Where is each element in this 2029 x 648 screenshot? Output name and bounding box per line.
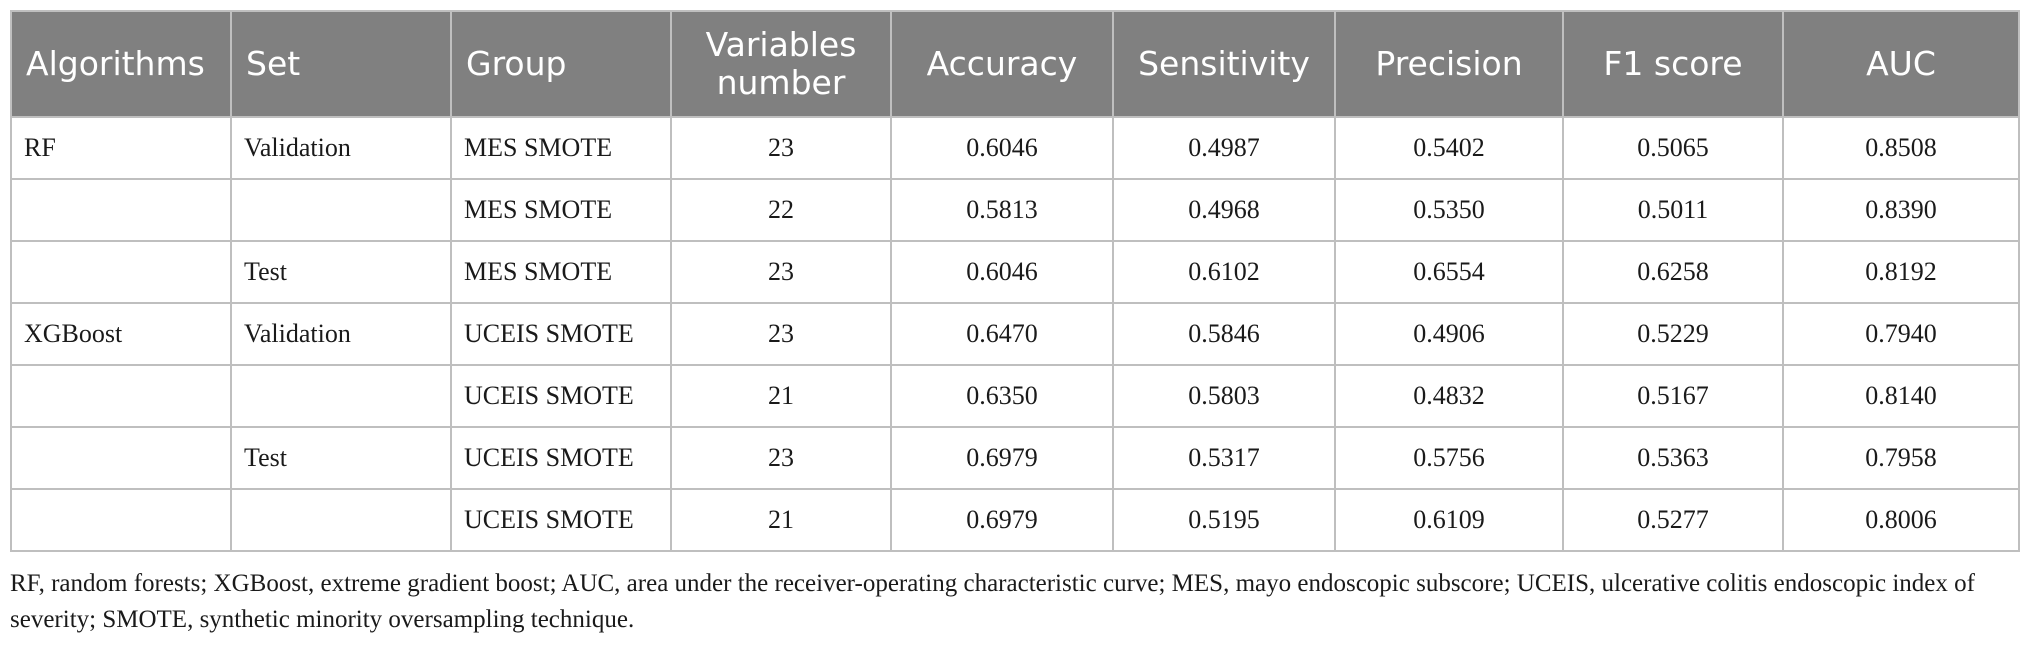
header-f1-score: F1 score xyxy=(1562,10,1784,118)
cell-sensitivity: 0.5195 xyxy=(1112,488,1336,552)
cell-accuracy: 0.6979 xyxy=(890,426,1114,490)
cell-precision: 0.5756 xyxy=(1334,426,1564,490)
cell-variables-number: 21 xyxy=(670,364,892,428)
cell-group: UCEIS SMOTE xyxy=(450,488,672,552)
cell-sensitivity: 0.4968 xyxy=(1112,178,1336,242)
cell-auc: 0.8140 xyxy=(1782,364,2020,428)
header-auc: AUC xyxy=(1782,10,2020,118)
cell-set: Test xyxy=(230,426,452,490)
cell-precision: 0.4832 xyxy=(1334,364,1564,428)
header-variables-number: Variables number xyxy=(670,10,892,118)
cell-f1-score: 0.5277 xyxy=(1562,488,1784,552)
cell-f1-score: 0.5229 xyxy=(1562,302,1784,366)
cell-auc: 0.7940 xyxy=(1782,302,2020,366)
cell-variables-number: 23 xyxy=(670,240,892,304)
table-row: RF Validation MES SMOTE 23 0.6046 0.4987… xyxy=(10,116,2020,180)
cell-set xyxy=(230,364,452,428)
header-group: Group xyxy=(450,10,672,118)
cell-algorithm xyxy=(10,426,232,490)
cell-accuracy: 0.6350 xyxy=(890,364,1114,428)
cell-group: MES SMOTE xyxy=(450,240,672,304)
cell-group: UCEIS SMOTE xyxy=(450,364,672,428)
table-footnote: RF, random forests; XGBoost, extreme gra… xyxy=(10,570,1975,633)
cell-accuracy: 0.6979 xyxy=(890,488,1114,552)
cell-variables-number: 23 xyxy=(670,116,892,180)
cell-accuracy: 0.6470 xyxy=(890,302,1114,366)
header-set: Set xyxy=(230,10,452,118)
header-precision: Precision xyxy=(1334,10,1564,118)
cell-precision: 0.4906 xyxy=(1334,302,1564,366)
cell-auc: 0.8390 xyxy=(1782,178,2020,242)
header-row: Algorithms Set Group Variables number Ac… xyxy=(10,10,2020,118)
cell-f1-score: 0.5167 xyxy=(1562,364,1784,428)
cell-auc: 0.8006 xyxy=(1782,488,2020,552)
cell-precision: 0.5402 xyxy=(1334,116,1564,180)
cell-accuracy: 0.6046 xyxy=(890,240,1114,304)
cell-precision: 0.6109 xyxy=(1334,488,1564,552)
table-row: Test MES SMOTE 23 0.6046 0.6102 0.6554 0… xyxy=(10,240,2020,304)
table-row: XGBoost Validation UCEIS SMOTE 23 0.6470… xyxy=(10,302,2020,366)
cell-group: MES SMOTE xyxy=(450,178,672,242)
table-row: UCEIS SMOTE 21 0.6350 0.5803 0.4832 0.51… xyxy=(10,364,2020,428)
cell-set xyxy=(230,178,452,242)
table-row: UCEIS SMOTE 21 0.6979 0.5195 0.6109 0.52… xyxy=(10,488,2020,552)
cell-accuracy: 0.6046 xyxy=(890,116,1114,180)
cell-group: UCEIS SMOTE xyxy=(450,426,672,490)
results-table: Algorithms Set Group Variables number Ac… xyxy=(10,10,2020,552)
cell-group: UCEIS SMOTE xyxy=(450,302,672,366)
cell-precision: 0.5350 xyxy=(1334,178,1564,242)
cell-variables-number: 21 xyxy=(670,488,892,552)
cell-auc: 0.8192 xyxy=(1782,240,2020,304)
cell-sensitivity: 0.5846 xyxy=(1112,302,1336,366)
cell-algorithm: XGBoost xyxy=(10,302,232,366)
cell-variables-number: 23 xyxy=(670,426,892,490)
cell-algorithm xyxy=(10,488,232,552)
cell-set: Test xyxy=(230,240,452,304)
cell-sensitivity: 0.5317 xyxy=(1112,426,1336,490)
cell-set xyxy=(230,488,452,552)
cell-auc: 0.8508 xyxy=(1782,116,2020,180)
cell-precision: 0.6554 xyxy=(1334,240,1564,304)
cell-auc: 0.7958 xyxy=(1782,426,2020,490)
cell-variables-number: 23 xyxy=(670,302,892,366)
cell-variables-number: 22 xyxy=(670,178,892,242)
cell-sensitivity: 0.4987 xyxy=(1112,116,1336,180)
cell-algorithm xyxy=(10,178,232,242)
header-sensitivity: Sensitivity xyxy=(1112,10,1336,118)
cell-set: Validation xyxy=(230,302,452,366)
table-row: MES SMOTE 22 0.5813 0.4968 0.5350 0.5011… xyxy=(10,178,2020,242)
cell-accuracy: 0.5813 xyxy=(890,178,1114,242)
cell-sensitivity: 0.5803 xyxy=(1112,364,1336,428)
cell-algorithm xyxy=(10,364,232,428)
cell-f1-score: 0.5011 xyxy=(1562,178,1784,242)
cell-algorithm: RF xyxy=(10,116,232,180)
cell-f1-score: 0.5065 xyxy=(1562,116,1784,180)
cell-set: Validation xyxy=(230,116,452,180)
header-algorithms: Algorithms xyxy=(10,10,232,118)
cell-f1-score: 0.6258 xyxy=(1562,240,1784,304)
cell-f1-score: 0.5363 xyxy=(1562,426,1784,490)
results-table-container: Algorithms Set Group Variables number Ac… xyxy=(10,10,2020,552)
header-accuracy: Accuracy xyxy=(890,10,1114,118)
cell-sensitivity: 0.6102 xyxy=(1112,240,1336,304)
cell-algorithm xyxy=(10,240,232,304)
cell-group: MES SMOTE xyxy=(450,116,672,180)
table-row: Test UCEIS SMOTE 23 0.6979 0.5317 0.5756… xyxy=(10,426,2020,490)
